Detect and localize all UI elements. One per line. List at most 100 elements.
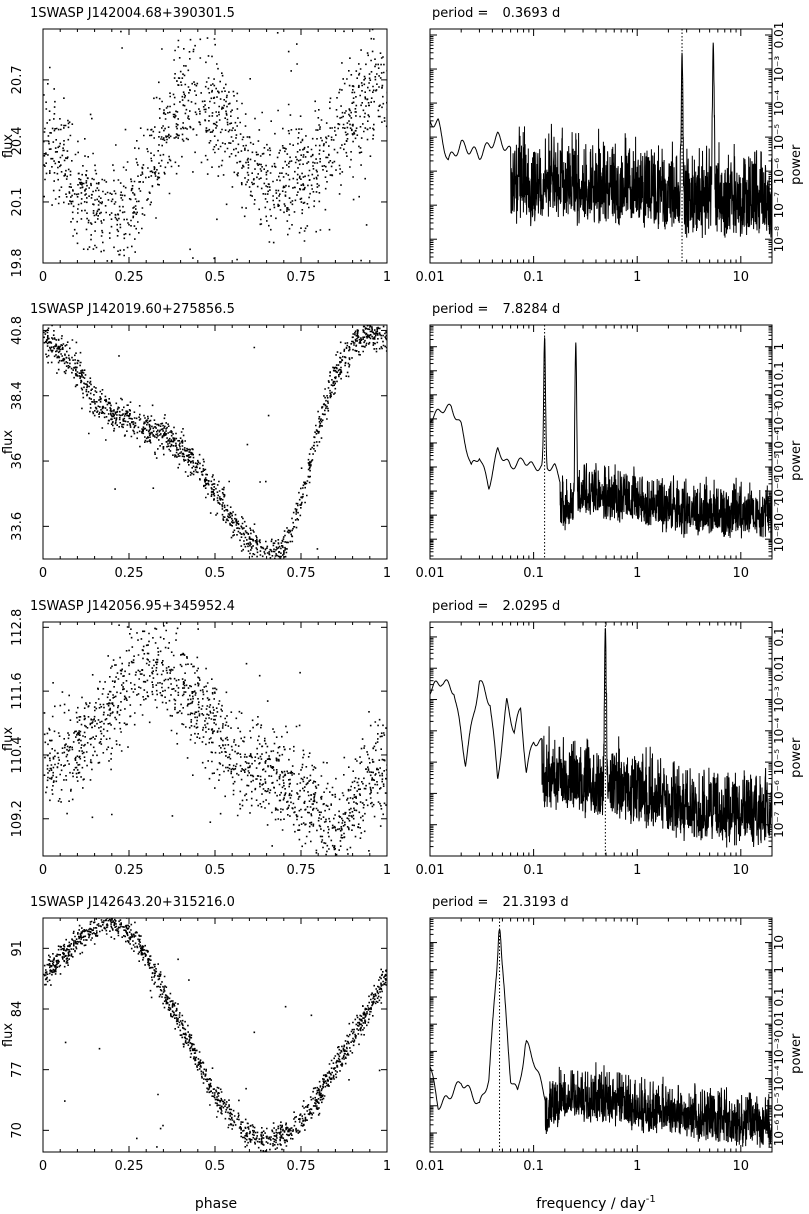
y-tick-label: 10⁻³ [772,406,786,433]
y-tick-label: 109.2 [10,800,25,837]
x-tick-label: 0 [39,1159,47,1174]
light-curve-panel-2: 1SWASP J142019.60+275856.5 0 0.25 0.5 0.75 1 3… [1,302,391,581]
x-tick-label: 0.5 [205,863,226,878]
y-axis-label-flux: flux [1,134,16,158]
x-tick-label: 0.75 [287,863,316,878]
y-tick-label: 0.1 [772,987,786,1006]
y-tick-label: 1 [772,966,786,974]
power-spectrum-line [430,337,772,539]
y-tick-label: 10⁻³ [772,56,786,83]
y-tick-label: 0.01 [772,1011,786,1038]
power-spectrum-frame [429,324,773,560]
power-spectrum-line [430,928,772,1148]
light-curve-title: 1SWASP J142004.68+390301.5 [30,6,235,21]
light-curve-title: 1SWASP J142019.60+275856.5 [30,302,235,317]
light-curve-title: 1SWASP J142643.20+315216.0 [30,895,235,910]
power-spectrum-curve-group [430,628,772,848]
y-axis-label-flux: flux [1,727,16,751]
y-tick-label: 36 [10,453,25,470]
x-tick-label: 0.1 [523,566,544,581]
x-tick-label: 0.25 [115,863,144,878]
power-spectrum-frame [429,28,773,264]
x-tick-label: 0.5 [205,270,226,285]
y-tick-label: 77 [10,1061,25,1078]
period-label-prefix: period = [432,599,488,614]
y-tick-label: 19.8 [10,249,25,278]
light-curve-panel-3: 1SWASP J142056.95+345952.4 0 0.25 0.5 0.75 11… [1,599,391,878]
x-tick-label: 0 [39,863,47,878]
y-tick-label: 1 [772,343,786,351]
y-tick-label: 10⁻⁶ [772,158,786,185]
x-tick-label: 10 [733,1159,750,1174]
power-spectrum-panel-2: period = 7.8284 d0.01 0.1 1 1010⁻⁸10⁻⁷10⁻⁶10… [416,302,804,581]
y-tick-label: 10⁻⁸ [772,226,786,253]
x-tick-label: 1 [633,1159,641,1174]
y-tick-label: 10⁻⁵ [772,454,786,481]
y-tick-label: 10⁻⁸ [772,526,786,553]
y-tick-label: 110.4 [10,736,25,773]
x-tick-label: 0.25 [115,1159,144,1174]
y-tick-label: 10⁻⁴ [772,717,786,744]
x-tick-label: 0.5 [205,1159,226,1174]
light-curve-panel-4: 1SWASP J142643.20+315216.0 0 0.25 0.5 0.75 1 7… [1,895,391,1174]
power-spectrum-curve-group [430,337,772,539]
x-tick-label: 1 [633,863,641,878]
x-tick-label: 1 [383,270,391,285]
x-tick-label: 0.1 [523,863,544,878]
x-tick-label: 0.1 [523,1159,544,1174]
power-spectrum-curve-group [430,42,772,239]
x-tick-label: 1 [383,566,391,581]
y-tick-label: 10⁻⁵ [772,1092,786,1119]
y-axis-label-flux: flux [1,1023,16,1047]
y-tick-label: 70 [10,1122,25,1139]
x-tick-label: 0 [39,270,47,285]
y-tick-label: 10⁻⁷ [772,192,786,219]
y-tick-label: 10 [772,935,786,950]
light-curve-points [43,918,387,1152]
y-axis-label-power: power [789,144,804,185]
x-axis-label-frequency-exponent: -1 [646,1194,656,1205]
x-tick-label: 1 [383,1159,391,1174]
y-tick-label: 84 [10,1001,25,1018]
power-spectrum-line [430,628,772,848]
period-label: period = 2.0295 d [432,599,560,614]
x-tick-label: 1 [633,270,641,285]
x-tick-label: 0.01 [416,566,445,581]
x-tick-label: 10 [733,863,750,878]
y-tick-label: 10⁻⁶ [772,780,786,807]
y-tick-label: 0.01 [772,655,786,682]
y-tick-label: 0.01 [772,381,786,408]
period-label: period = 7.8284 d [432,302,560,317]
period-label: period = 0.3693 d [432,6,560,21]
y-tick-label: 38.4 [10,381,25,410]
light-curve-title: 1SWASP J142056.95+345952.4 [30,599,235,614]
period-value: 7.8284 d [502,302,560,317]
y-axis-label-power: power [789,737,804,778]
power-spectrum-panel-3: period = 2.0295 d 0.01 0.1 1 10 10⁻⁷ 10⁻⁶ 10⁻⁵ 10… [416,599,804,878]
panels: 1SWASP J142004.68+390301.50 0.25 0.5 0.75 11… [1,6,804,1174]
x-tick-label: 0.75 [287,270,316,285]
y-axis-label-power: power [789,440,804,481]
y-tick-label: 10⁻⁶ [772,1120,786,1147]
y-tick-label: 10⁻⁴ [772,430,786,457]
power-spectrum-panel-4: period = 21.3193 d0.01 0.1 1 1010⁻⁶10⁻⁵10⁻⁴1… [416,895,804,1174]
y-tick-label: 91 [10,940,25,957]
y-tick-label: 10⁻⁵ [772,124,786,151]
y-tick-label: 112.8 [10,609,25,646]
power-spectrum-line [430,42,772,239]
period-value: 21.3193 d [502,895,568,910]
y-tick-label: 20.4 [10,126,25,155]
y-axis-label-power: power [789,1033,804,1074]
x-tick-label: 0.1 [523,270,544,285]
x-tick-label: 0.5 [205,566,226,581]
period-label-prefix: period = [432,302,488,317]
data-points [43,918,387,1152]
y-tick-label: 0.1 [772,361,786,380]
x-tick-label: 0.75 [287,566,316,581]
y-tick-label: 10⁻⁶ [772,478,786,505]
x-tick-label: 0.25 [115,566,144,581]
period-label-prefix: period = [432,895,488,910]
power-spectrum-curve-group [430,928,772,1148]
x-tick-label: 0.01 [416,863,445,878]
